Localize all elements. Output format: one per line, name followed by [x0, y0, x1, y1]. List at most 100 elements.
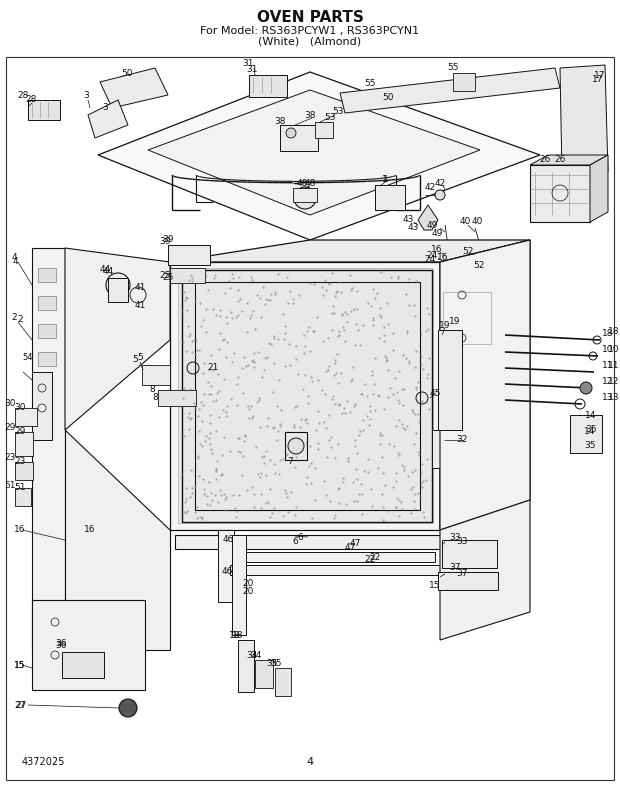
Text: 12: 12	[608, 376, 619, 386]
Bar	[168, 245, 210, 265]
Polygon shape	[530, 165, 590, 222]
Text: 40: 40	[471, 217, 483, 227]
Bar	[32, 372, 52, 440]
Text: 33: 33	[450, 534, 461, 542]
Polygon shape	[178, 268, 433, 523]
Text: 28: 28	[25, 95, 37, 105]
Text: 26: 26	[554, 156, 565, 164]
Text: 20: 20	[242, 588, 254, 597]
Polygon shape	[32, 248, 65, 650]
Text: 29: 29	[4, 423, 16, 433]
Text: 18: 18	[229, 630, 241, 640]
Text: 50: 50	[122, 68, 133, 77]
Bar	[15, 462, 33, 480]
Text: 34: 34	[250, 652, 262, 660]
Text: 35: 35	[584, 441, 596, 449]
Text: 13: 13	[608, 393, 619, 401]
Bar	[158, 390, 196, 406]
Text: 31: 31	[246, 65, 258, 75]
Text: 55: 55	[365, 79, 376, 88]
Text: OVEN PARTS: OVEN PARTS	[257, 10, 363, 25]
Bar	[453, 73, 475, 91]
Text: 15: 15	[429, 581, 441, 589]
Text: 40: 40	[459, 217, 471, 227]
Text: 42: 42	[424, 183, 436, 193]
Text: 35: 35	[270, 660, 281, 668]
Bar	[38, 268, 56, 282]
Text: 22: 22	[370, 553, 381, 563]
Text: 4372025: 4372025	[22, 757, 65, 767]
Polygon shape	[170, 240, 530, 262]
Text: 36: 36	[55, 641, 66, 649]
Text: 34: 34	[246, 651, 258, 660]
Text: 55: 55	[447, 64, 459, 72]
Text: 30: 30	[14, 404, 25, 412]
Bar	[570, 415, 602, 453]
Text: 35: 35	[585, 426, 596, 434]
Polygon shape	[340, 68, 560, 113]
Polygon shape	[440, 240, 530, 530]
Text: 52: 52	[473, 260, 485, 269]
Text: 32: 32	[456, 435, 467, 445]
Text: 14: 14	[584, 427, 596, 437]
Bar	[275, 668, 291, 696]
Bar	[293, 188, 317, 202]
Text: 11: 11	[602, 361, 614, 371]
Text: 16: 16	[14, 526, 25, 534]
Polygon shape	[170, 262, 440, 530]
Text: 51: 51	[4, 481, 16, 490]
Text: 47: 47	[349, 538, 361, 548]
Polygon shape	[65, 248, 170, 430]
Bar	[15, 408, 37, 426]
Text: 39: 39	[162, 235, 174, 245]
Text: (White)   (Almond): (White) (Almond)	[259, 37, 361, 47]
Text: 49: 49	[432, 230, 443, 238]
Polygon shape	[438, 330, 462, 430]
Text: 16: 16	[84, 526, 95, 534]
Circle shape	[580, 382, 592, 394]
Text: 2: 2	[17, 316, 23, 324]
Text: 15: 15	[14, 660, 25, 670]
Text: 22: 22	[365, 556, 376, 564]
Text: 2: 2	[11, 313, 17, 323]
Text: 11: 11	[608, 360, 619, 370]
Text: 47: 47	[344, 542, 356, 552]
Polygon shape	[440, 500, 530, 640]
Text: 35: 35	[266, 659, 278, 667]
Circle shape	[286, 128, 296, 138]
Text: 25: 25	[159, 272, 170, 280]
Bar	[38, 296, 56, 310]
Bar	[442, 540, 497, 568]
Circle shape	[288, 438, 304, 454]
Text: 50: 50	[383, 93, 394, 102]
Polygon shape	[98, 72, 540, 240]
Text: 6: 6	[297, 534, 303, 542]
Text: 37: 37	[456, 570, 467, 578]
Text: 21: 21	[207, 363, 219, 371]
Bar	[440, 240, 452, 254]
Bar	[315, 122, 333, 138]
Bar	[446, 264, 458, 276]
Text: 26: 26	[539, 156, 551, 164]
Text: 16: 16	[432, 245, 443, 253]
Polygon shape	[440, 240, 530, 530]
Bar	[62, 652, 104, 678]
Text: 14: 14	[585, 412, 596, 420]
Text: 49: 49	[427, 220, 438, 230]
Text: 4: 4	[12, 257, 18, 267]
Text: 41: 41	[135, 283, 146, 293]
Bar	[432, 430, 464, 468]
Text: 45: 45	[429, 389, 441, 397]
Text: 6: 6	[292, 538, 298, 546]
Text: 38: 38	[274, 116, 286, 125]
Bar	[15, 432, 33, 456]
Text: 29: 29	[14, 427, 25, 437]
Bar	[443, 292, 491, 344]
Bar	[232, 535, 246, 635]
Text: 41: 41	[135, 301, 146, 309]
Text: 8: 8	[152, 394, 158, 402]
Bar	[249, 75, 287, 97]
Bar	[280, 125, 318, 151]
Text: 27: 27	[14, 700, 25, 710]
Text: 44: 44	[99, 265, 110, 275]
